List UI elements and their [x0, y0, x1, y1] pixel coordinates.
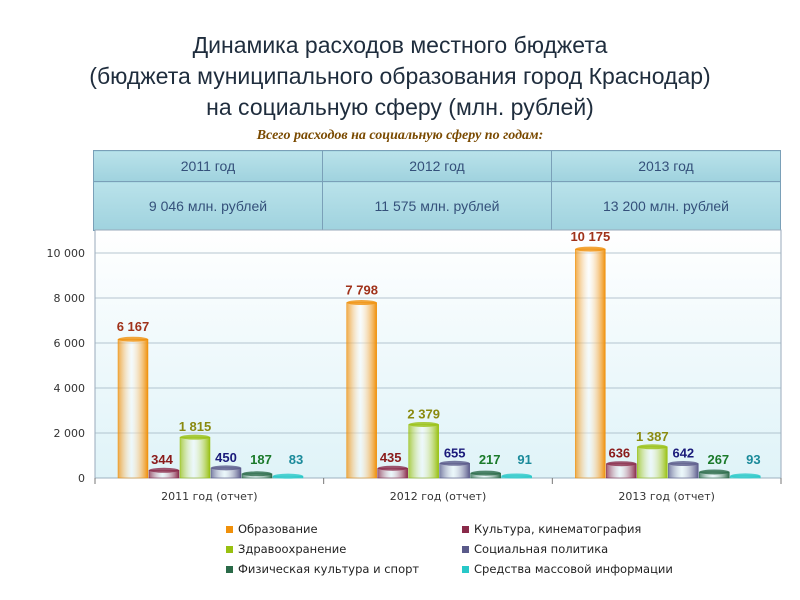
- bar-cap: [346, 300, 377, 306]
- bar-health: [637, 446, 668, 479]
- summary-year-2011: 2011 год: [93, 150, 323, 182]
- legend-item-health: Здравоохранение: [226, 542, 346, 556]
- summary-total-2011: 9 046 млн. рублей: [93, 181, 323, 231]
- y-tick-label: 6 000: [54, 337, 86, 350]
- data-label: 642: [672, 446, 694, 461]
- bar-cap: [149, 467, 179, 473]
- data-label: 187: [250, 452, 272, 467]
- bar-cap: [377, 465, 408, 471]
- summary-year-2013: 2013 год: [551, 150, 781, 182]
- bar-cap: [606, 461, 637, 467]
- bar-cap: [575, 246, 606, 252]
- legend-label: Культура, кинематография: [474, 522, 642, 536]
- bar-cap: [637, 444, 668, 450]
- bar-education: [117, 338, 149, 479]
- y-tick-label: 2 000: [54, 427, 86, 440]
- data-label: 450: [215, 450, 237, 465]
- y-tick-label: 8 000: [54, 292, 86, 305]
- data-label: 1 387: [636, 429, 669, 444]
- legend-swatch: [462, 546, 469, 553]
- bar-cap: [118, 336, 148, 342]
- bar-education: [575, 248, 606, 479]
- x-tick-label: 2011 год (отчет): [161, 490, 258, 503]
- legend-item-education: Образование: [226, 522, 318, 536]
- legend-item-media: Средства массовой информации: [462, 562, 673, 576]
- legend-label: Образование: [238, 522, 318, 536]
- legend-swatch: [226, 566, 233, 573]
- data-label: 267: [707, 452, 729, 467]
- data-label: 91: [517, 452, 531, 467]
- summary-total-2012: 11 575 млн. рублей: [322, 181, 552, 231]
- chart-title: Динамика расходов местного бюджета (бюдж…: [0, 30, 800, 123]
- bar-cap: [439, 460, 470, 466]
- data-label: 7 798: [345, 283, 378, 298]
- title-line-2: (бюджета муниципального образования горо…: [89, 63, 711, 89]
- bar-cap: [180, 434, 210, 440]
- data-label: 435: [380, 450, 402, 465]
- bar-cap: [211, 465, 241, 471]
- data-label: 655: [444, 445, 466, 460]
- bar-cap: [242, 471, 272, 477]
- legend-swatch: [226, 546, 233, 553]
- data-label: 2 379: [407, 406, 440, 421]
- bar-cap: [470, 470, 501, 476]
- y-tick-label: 0: [78, 472, 85, 485]
- plot-area: 0 2 000 4 000 6 000 8 000 10 000 2011 год (отч…: [47, 229, 782, 503]
- bar-health: [408, 424, 439, 479]
- legend-label: Средства массовой информации: [474, 562, 673, 576]
- bar-cap: [668, 461, 699, 467]
- legend-label: Социальная политика: [474, 542, 609, 556]
- data-label: 344: [151, 452, 173, 467]
- data-label: 217: [479, 452, 501, 467]
- data-label: 10 175: [570, 229, 610, 244]
- y-tick-label: 4 000: [54, 382, 86, 395]
- summary-table: 2011 год 2012 год 2013 год 9 046 млн. ру…: [93, 150, 781, 231]
- bar-cap: [501, 473, 532, 479]
- summary-subtitle: Всего расходов на социальную сферу по го…: [256, 128, 544, 143]
- legend-item-social: Социальная политика: [462, 542, 608, 556]
- data-label: 6 167: [117, 319, 150, 334]
- data-label: 636: [608, 446, 630, 461]
- legend-label: Здравоохранение: [238, 542, 347, 556]
- bar-cap: [699, 469, 730, 475]
- legend-swatch: [462, 526, 469, 533]
- legend-label: Физическая культура и спорт: [238, 562, 420, 576]
- bar-health: [179, 436, 211, 479]
- x-tick-label: 2012 год (отчет): [390, 490, 487, 503]
- data-label: 83: [289, 452, 303, 467]
- legend-swatch: [226, 526, 233, 533]
- legend-item-culture: Культура, кинематография: [462, 522, 641, 536]
- bar-cap: [273, 473, 303, 479]
- summary-year-2012: 2012 год: [322, 150, 552, 182]
- y-tick-label: 10 000: [47, 247, 86, 260]
- bar-cap: [408, 421, 439, 427]
- bar-education: [346, 302, 377, 479]
- summary-total-2013: 13 200 млн. рублей: [551, 181, 781, 231]
- title-line-1: Динамика расходов местного бюджета: [192, 32, 608, 58]
- legend-swatch: [462, 566, 469, 573]
- data-label: 93: [746, 452, 760, 467]
- data-label: 1 815: [179, 419, 212, 434]
- bar-cap: [730, 473, 761, 479]
- title-line-3: на социальную сферу (млн. рублей): [206, 94, 594, 120]
- x-tick-label: 2013 год (отчет): [618, 490, 715, 503]
- legend-item-sport: Физическая культура и спорт: [226, 562, 419, 576]
- bar-chart: 0 2 000 4 000 6 000 8 000 10 000 2011 год (отч…: [47, 229, 782, 503]
